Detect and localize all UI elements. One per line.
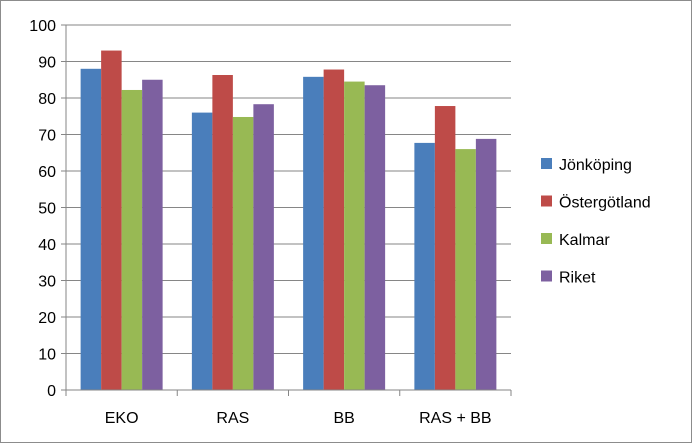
bar [455,149,476,390]
bar [344,81,365,390]
x-tick-label: BB [333,410,354,427]
legend-swatch [541,270,552,282]
y-tick-label: 0 [47,383,56,400]
y-tick-label: 60 [38,164,56,181]
x-tick-label: RAS [216,410,249,427]
y-tick-label: 70 [38,128,56,145]
axes [61,24,512,396]
bar [253,104,274,390]
bar [414,142,435,390]
y-tick-label: 10 [38,347,56,364]
x-tick-labels: EKO RAS BB RAS + BB [105,410,492,427]
x-tick-label: RAS + BB [419,410,491,427]
bar [303,76,324,390]
legend-swatch [541,195,552,207]
bar [434,106,456,390]
bar [142,79,163,390]
bar [101,50,122,391]
y-tick-label: 40 [38,237,56,254]
legend-label: Kalmar [559,232,610,249]
legend-swatch [541,158,552,169]
y-tick-labels: 0 10 20 30 40 50 60 70 80 90 100 [29,18,56,400]
y-tick-label: 90 [38,55,56,72]
y-tick-label: 30 [38,274,56,291]
bars [80,50,497,391]
y-tick-label: 20 [38,310,56,327]
y-tick-label: 100 [29,18,56,35]
bar [191,112,213,390]
bar [364,85,386,390]
bar [323,69,345,390]
bar [232,116,254,390]
legend-label: Jönköping [559,157,632,174]
bar [80,68,102,391]
x-tick-label: EKO [105,410,139,427]
legend-swatch [541,233,552,244]
bar [121,89,143,390]
y-tick-label: 50 [38,201,56,218]
bar [475,138,497,390]
legend-label: Riket [559,270,596,287]
y-tick-label: 80 [38,91,56,108]
legend-label: Östergötland [559,194,651,212]
legend: Jönköping Östergötland Kalmar Riket [541,157,651,287]
bar [212,75,233,390]
